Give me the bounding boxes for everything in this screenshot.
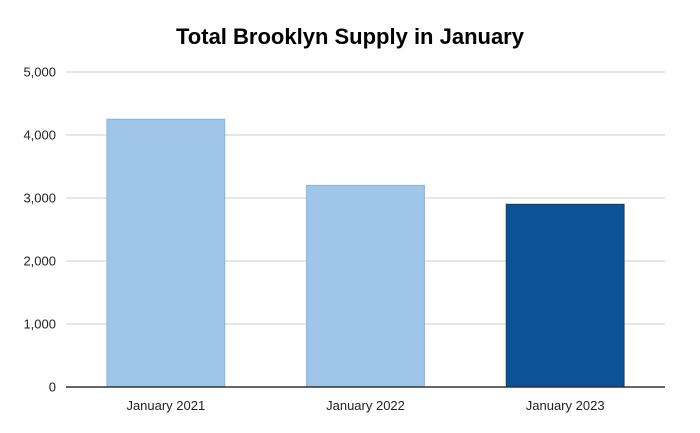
y-axis-ticks: 0 1,000 2,000 3,000 4,000 5,000 [23,65,56,395]
bars [106,118,625,388]
bar-january-2021 [106,118,226,388]
y-tick-label: 5,000 [23,65,56,80]
x-axis-ticks: January 2021 January 2022 January 2023 [126,398,604,413]
x-tick-label: January 2022 [326,398,405,413]
x-tick-label: January 2023 [526,398,605,413]
y-tick-label: 4,000 [23,128,56,143]
y-tick-label: 2,000 [23,254,56,269]
x-tick-label: January 2021 [126,398,205,413]
y-tick-label: 3,000 [23,191,56,206]
chart-title: Total Brooklyn Supply in January [176,24,525,49]
y-tick-label: 1,000 [23,317,56,332]
bar-january-2022 [306,184,425,388]
y-tick-label: 0 [49,380,56,395]
bar-january-2023 [505,203,625,388]
